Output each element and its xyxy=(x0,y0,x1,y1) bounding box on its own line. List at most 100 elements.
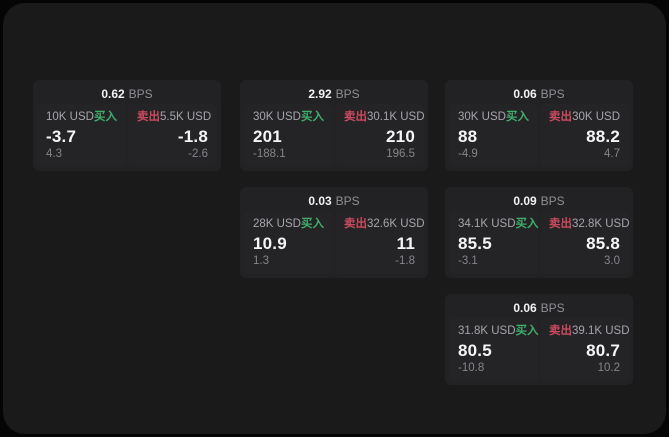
buy-delta: -4.9 xyxy=(458,148,478,160)
sell-label: 卖出 xyxy=(549,325,572,337)
buy-tile-header: 34.1K USD 买入 xyxy=(458,218,539,231)
sell-tile[interactable]: 卖出 30K USD 88.2 4.7 xyxy=(540,104,629,167)
sell-tile[interactable]: 卖出 32.8K USD 85.8 3.0 xyxy=(540,211,630,274)
quote-sides: 10K USD 买入 -3.7 4.3 卖出 5.5K USD -1.8 -2.… xyxy=(37,104,217,167)
quote-card-header: 0.06 BPS xyxy=(449,84,629,104)
sell-label: 卖出 xyxy=(137,111,160,123)
quote-card[interactable]: 0.06 BPS 31.8K USD 买入 80.5 -10.8 卖出 39.1… xyxy=(445,294,633,385)
sell-price: 210 xyxy=(386,127,415,146)
sell-tile-header: 卖出 30.1K USD xyxy=(344,111,425,124)
spread-unit-label: BPS xyxy=(335,87,360,101)
buy-tile[interactable]: 30K USD 买入 201 -188.1 xyxy=(244,104,333,167)
spread-value: 0.03 xyxy=(308,194,332,208)
quote-card[interactable]: 0.62 BPS 10K USD 买入 -3.7 4.3 卖出 5.5K USD… xyxy=(33,80,221,171)
sell-tile[interactable]: 卖出 5.5K USD -1.8 -2.6 xyxy=(128,104,217,167)
quote-card-header: 0.06 BPS xyxy=(449,298,629,318)
quote-card[interactable]: 0.03 BPS 28K USD 买入 10.9 1.3 卖出 32.6K US… xyxy=(240,187,428,278)
buy-tile[interactable]: 28K USD 买入 10.9 1.3 xyxy=(244,211,333,274)
quote-sides: 28K USD 买入 10.9 1.3 卖出 32.6K USD 11 -1.8 xyxy=(244,211,425,274)
sell-tile-header: 卖出 39.1K USD xyxy=(549,325,630,338)
buy-notional: 34.1K USD xyxy=(458,218,516,230)
buy-label: 买入 xyxy=(301,111,324,123)
buy-tile-header: 30K USD 买入 xyxy=(458,111,529,124)
buy-tile-header: 31.8K USD 买入 xyxy=(458,325,539,338)
buy-price: 10.9 xyxy=(253,234,287,253)
sell-price: 80.7 xyxy=(586,341,620,360)
spread-unit-label: BPS xyxy=(128,87,153,101)
spread-unit-label: BPS xyxy=(540,194,565,208)
spread-value: 2.92 xyxy=(308,87,332,101)
sell-delta: -1.8 xyxy=(395,255,415,267)
sell-tile-header: 卖出 5.5K USD xyxy=(137,111,212,124)
sell-delta: 4.7 xyxy=(604,148,620,160)
sell-tile[interactable]: 卖出 39.1K USD 80.7 10.2 xyxy=(540,318,630,381)
spread-unit-label: BPS xyxy=(335,194,360,208)
quote-sides: 34.1K USD 买入 85.5 -3.1 卖出 32.8K USD 85.8… xyxy=(449,211,630,274)
sell-price: 11 xyxy=(396,234,415,253)
sell-tile-header: 卖出 32.8K USD xyxy=(549,218,630,231)
spread-value: 0.62 xyxy=(101,87,125,101)
quote-card[interactable]: 2.92 BPS 30K USD 买入 201 -188.1 卖出 30.1K … xyxy=(240,80,428,171)
buy-tile-header: 30K USD 买入 xyxy=(253,111,324,124)
sell-notional: 30.1K USD xyxy=(367,111,425,123)
sell-tile[interactable]: 卖出 32.6K USD 11 -1.8 xyxy=(335,211,425,274)
sell-delta: 196.5 xyxy=(386,148,415,160)
sell-notional: 5.5K USD xyxy=(160,111,212,123)
sell-delta: 3.0 xyxy=(604,255,620,267)
buy-price: 85.5 xyxy=(458,234,492,253)
quote-sides: 31.8K USD 买入 80.5 -10.8 卖出 39.1K USD 80.… xyxy=(449,318,630,381)
sell-delta: -2.6 xyxy=(188,148,208,160)
buy-delta: -188.1 xyxy=(253,148,286,160)
sell-tile[interactable]: 卖出 30.1K USD 210 196.5 xyxy=(335,104,425,167)
buy-label: 买入 xyxy=(94,111,117,123)
sell-delta: 10.2 xyxy=(597,362,620,374)
sell-notional: 39.1K USD xyxy=(572,325,630,337)
buy-tile[interactable]: 31.8K USD 买入 80.5 -10.8 xyxy=(449,318,539,381)
sell-price: -1.8 xyxy=(177,127,208,146)
buy-tile-header: 28K USD 买入 xyxy=(253,218,324,231)
quote-sides: 30K USD 买入 88 -4.9 卖出 30K USD 88.2 4.7 xyxy=(449,104,629,167)
buy-label: 买入 xyxy=(515,325,539,337)
spread-value: 0.06 xyxy=(513,87,537,101)
buy-delta: 4.3 xyxy=(46,148,62,160)
buy-notional: 31.8K USD xyxy=(458,325,516,337)
sell-price: 88.2 xyxy=(586,127,620,146)
buy-notional: 10K USD xyxy=(46,111,94,123)
quote-card-header: 0.09 BPS xyxy=(449,191,629,211)
sell-price: 85.8 xyxy=(586,234,620,253)
buy-price: 88 xyxy=(458,127,478,146)
quote-card[interactable]: 0.06 BPS 30K USD 买入 88 -4.9 卖出 30K USD 8… xyxy=(445,80,633,171)
buy-notional: 28K USD xyxy=(253,218,301,230)
sell-tile-header: 卖出 30K USD xyxy=(549,111,620,124)
quote-sides: 30K USD 买入 201 -188.1 卖出 30.1K USD 210 1… xyxy=(244,104,425,167)
spread-unit-label: BPS xyxy=(540,87,565,101)
buy-tile[interactable]: 34.1K USD 买入 85.5 -3.1 xyxy=(449,211,539,274)
spread-value: 0.09 xyxy=(513,194,537,208)
sell-notional: 32.6K USD xyxy=(367,218,425,230)
sell-label: 卖出 xyxy=(344,111,367,123)
quote-card-header: 2.92 BPS xyxy=(244,84,424,104)
sell-label: 卖出 xyxy=(344,218,367,230)
buy-price: -3.7 xyxy=(46,127,77,146)
spread-value: 0.06 xyxy=(513,301,537,315)
buy-price: 80.5 xyxy=(458,341,492,360)
buy-label: 买入 xyxy=(515,218,539,230)
buy-delta: 1.3 xyxy=(253,255,269,267)
buy-notional: 30K USD xyxy=(458,111,506,123)
buy-tile[interactable]: 10K USD 买入 -3.7 4.3 xyxy=(37,104,126,167)
buy-price: 201 xyxy=(253,127,282,146)
quote-card-header: 0.62 BPS xyxy=(37,84,217,104)
quote-card[interactable]: 0.09 BPS 34.1K USD 买入 85.5 -3.1 卖出 32.8K… xyxy=(445,187,633,278)
buy-tile[interactable]: 30K USD 买入 88 -4.9 xyxy=(449,104,538,167)
quote-card-header: 0.03 BPS xyxy=(244,191,424,211)
buy-delta: -3.1 xyxy=(458,255,478,267)
sell-notional: 32.8K USD xyxy=(572,218,630,230)
buy-delta: -10.8 xyxy=(458,362,485,374)
buy-label: 买入 xyxy=(301,218,324,230)
spread-unit-label: BPS xyxy=(540,301,565,315)
buy-label: 买入 xyxy=(506,111,529,123)
buy-tile-header: 10K USD 买入 xyxy=(46,111,117,124)
sell-notional: 30K USD xyxy=(572,111,620,123)
buy-notional: 30K USD xyxy=(253,111,301,123)
sell-label: 卖出 xyxy=(549,111,572,123)
